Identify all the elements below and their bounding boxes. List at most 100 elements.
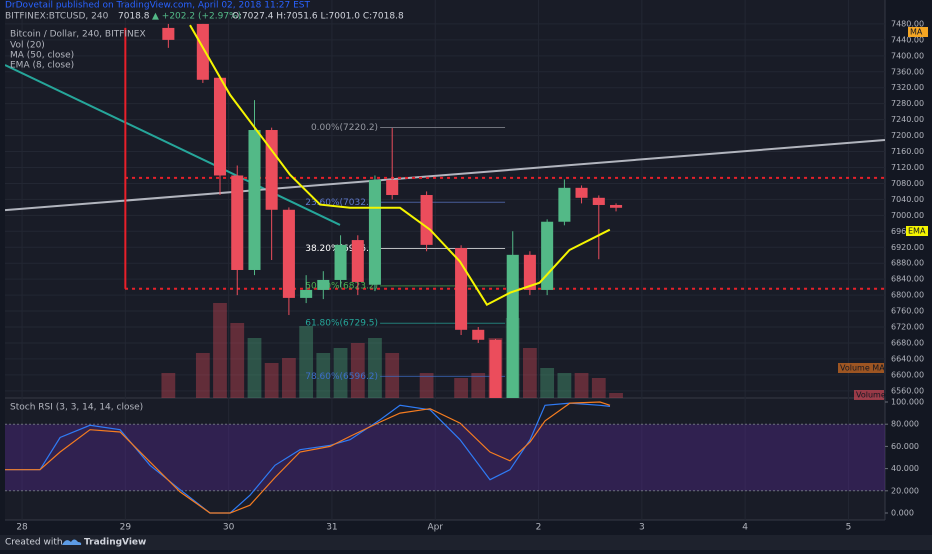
volume-bar [540,368,555,398]
y-tick-label: 6880.00 [891,259,924,268]
candle-body [282,209,295,298]
series-line [189,24,611,307]
volume-bar [368,338,382,398]
candle-body [386,179,399,196]
volume-bar [230,323,245,398]
volume-bar [195,353,210,398]
axes: 28 29 30 31 Apr 2 3 4 5 6560.00 6600.00 6640.00 6680… [16,19,928,533]
series-line [5,401,611,514]
candle-body [162,27,175,40]
fib-label: 61.80%(6729.5) [305,319,378,329]
logo [62,539,82,545]
indicator: EMA (8, close) [10,61,74,71]
volume-bar [264,363,279,398]
volume-bar [609,393,623,398]
y-tick-label: 7000.00 [891,211,924,220]
volume-bar [316,353,331,398]
volume-bar [471,373,486,398]
fib-label: 78.60%(6596.2) [305,372,378,382]
stoch-pane [5,398,885,520]
indicator: MA (50, close) [10,51,74,61]
volume-bar [385,353,400,398]
volume-bar [574,373,589,398]
x-tick-label: 28 [16,523,28,533]
candle-body [231,175,244,270]
candle-body [455,248,468,330]
volume-bar [419,373,434,398]
y-tick-label: 6600.00 [891,370,924,379]
trendline [5,138,885,212]
y-tick-label: 7120.00 [891,163,924,172]
y-tick-label: 6760.00 [891,307,924,316]
x-tick-label: 5 [846,523,852,533]
axis-tag-label: Volume MA [840,364,885,373]
candle-body [523,254,536,290]
publisher[interactable]: DrDovetail published on TradingView.com,… [5,1,310,11]
candle-body [248,130,261,270]
candle-body [558,187,571,222]
volume-bar [213,303,227,398]
x-tick-label: 2 [536,523,542,533]
footer-bar [0,535,932,550]
candle-body [472,329,485,340]
y-tick-label: 40.000 [891,464,919,473]
x-tick-label: 29 [120,523,132,533]
indicator: Vol (20) [10,41,45,51]
fib-label: 0.00%(7220.2) [311,123,378,133]
candle-body [368,179,381,285]
trendline [5,64,341,226]
y-tick-label: 7200.00 [891,131,924,140]
candle-body [265,130,278,210]
footer-brand[interactable]: TradingView [84,538,146,548]
x-tick-label: 30 [223,523,235,533]
candle-body [334,244,347,280]
y-tick-label: 6680.00 [891,338,924,347]
y-tick-label: 6920.00 [891,243,924,252]
candle-body [592,197,605,205]
y-tick-label: 7080.00 [891,179,924,188]
candle-body [506,254,519,398]
y-tick-label: 6560.00 [891,386,924,395]
volume-bar [161,373,176,398]
volume-bar [299,326,314,398]
y-tick-label: 6640.00 [891,354,924,363]
axis-tag-label: EMA [908,227,926,236]
volume-bar [591,378,606,398]
axis-tag-label: Volume [856,391,886,400]
y-tick-label: 20.000 [891,486,919,495]
axis-tag-label: MA [910,28,923,37]
fib-label: 50.00%(6823.2) [305,281,378,291]
last: 7018.8 [118,12,150,22]
x-tick-label: 31 [326,523,337,533]
y-tick-label: 7240.00 [891,115,924,124]
ohlc: O:7027.4 H:7051.6 L:7001.0 C:7018.8 [232,12,404,22]
axis-tag [854,390,884,400]
volume-bar [523,348,537,398]
axis-tag [838,363,884,373]
candle-body [300,289,313,298]
stoch-band [5,424,885,491]
volume-bar [350,343,365,398]
volume-bar [247,338,262,398]
change: ▲ +202.2 (+2.97%) [152,12,241,22]
y-tick-label: 7440.00 [891,35,924,44]
volume-bar [557,373,572,398]
axis-tag [908,27,928,37]
footer-text: Created with [5,538,63,548]
x-tick-label: 4 [742,523,748,533]
y-tick-label: 7040.00 [891,195,924,204]
y-tick-label: 7320.00 [891,83,924,92]
candle-body [420,195,433,245]
y-tick-label: 7480.00 [891,19,924,28]
symbol: BITFINEX:BTCUSD, 240 [5,12,109,22]
candle-body [489,339,502,398]
y-tick-label: 80.000 [891,420,919,429]
x-tick-label: Apr [427,523,443,533]
y-tick-label: 6800.00 [891,291,924,300]
y-tick-label: 6720.00 [891,323,924,332]
candle-body [541,221,554,290]
volume-bar [282,358,296,398]
volume-bar [454,378,468,398]
candle-body [213,77,227,176]
